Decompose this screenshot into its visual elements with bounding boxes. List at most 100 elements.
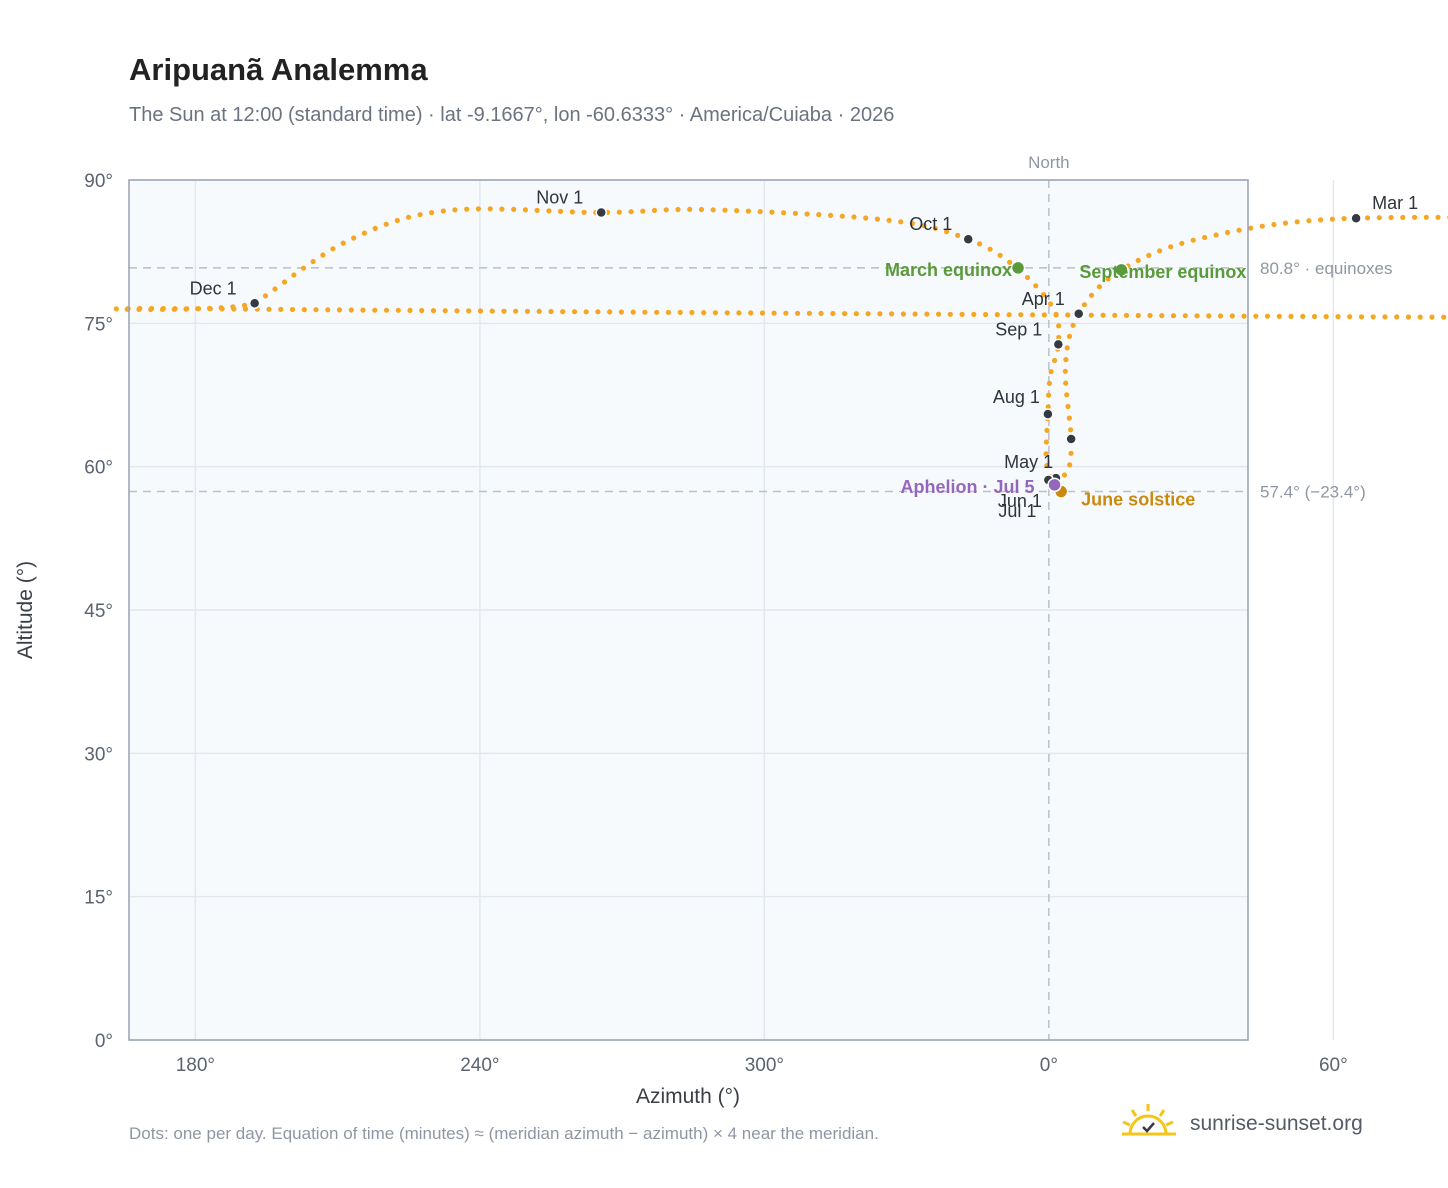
day-dot — [560, 309, 566, 315]
day-dot — [724, 310, 730, 316]
day-dot — [1135, 312, 1141, 319]
day-dot — [722, 207, 728, 213]
day-dot — [452, 207, 458, 213]
month-label: Oct 1 — [909, 214, 952, 234]
day-dot — [912, 311, 918, 317]
day-dot — [955, 232, 961, 238]
day-dot — [1253, 313, 1259, 319]
day-dot — [1053, 312, 1059, 318]
day-dot — [816, 212, 822, 218]
day-dot — [1225, 229, 1231, 236]
axes: 0°15°30°45°60°75°90°180°240°300°0°60°120… — [84, 171, 1347, 1076]
day-dot — [1064, 392, 1070, 398]
month-label: Jul 1 — [998, 501, 1036, 521]
day-dot — [511, 206, 517, 212]
day-dot — [1423, 214, 1429, 220]
day-dot — [687, 206, 693, 212]
x-axis-title: Azimuth (°) — [636, 1085, 740, 1108]
day-dot — [734, 208, 740, 214]
day-dot — [361, 230, 367, 236]
footnote: Dots: one per day. Equation of time (min… — [129, 1124, 879, 1143]
day-dot — [281, 279, 288, 285]
day-dot — [1088, 312, 1094, 318]
day-dot — [1435, 214, 1441, 220]
x-tick-label: 300° — [745, 1055, 784, 1076]
brand-logo[interactable]: sunrise-sunset.org — [1120, 1100, 1390, 1144]
day-dot — [932, 225, 938, 231]
day-dot — [406, 214, 412, 220]
day-dot — [944, 229, 950, 235]
event-marker — [1114, 262, 1129, 278]
day-dot — [1048, 301, 1054, 307]
day-dot — [266, 306, 272, 312]
day-dot — [1236, 227, 1242, 233]
day-dot — [300, 265, 307, 271]
day-dot — [372, 225, 378, 231]
day-dot — [1046, 392, 1052, 398]
day-dot — [1070, 322, 1076, 328]
day-dot — [1159, 313, 1165, 319]
day-dot — [1341, 216, 1347, 222]
day-dot — [1068, 450, 1074, 456]
event-label: June solstice — [1081, 490, 1195, 510]
day-dot — [987, 246, 993, 252]
event-label: September equinox — [1079, 262, 1246, 282]
reference-lines: 80.8° · equinoxes 57.4° (−23.4°) North — [129, 153, 1393, 1040]
day-dot — [348, 307, 354, 313]
day-dot — [464, 206, 470, 212]
day-dot — [372, 307, 378, 313]
day-dot — [442, 308, 448, 314]
month-marker — [1065, 433, 1077, 445]
day-dot — [320, 252, 326, 258]
day-dot — [1182, 313, 1188, 319]
day-dot — [289, 306, 296, 313]
day-dot — [313, 307, 319, 313]
day-dot — [301, 307, 307, 313]
day-dot — [1323, 314, 1329, 320]
day-dot — [1365, 215, 1371, 221]
day-dot — [440, 208, 446, 214]
day-dot — [1157, 248, 1163, 254]
day-dot — [383, 221, 389, 227]
day-dot — [1064, 345, 1070, 351]
month-label: Mar 1 — [1372, 193, 1418, 213]
day-dot — [454, 308, 460, 314]
day-dot — [863, 215, 869, 221]
day-dot — [759, 310, 766, 316]
day-dot — [1063, 380, 1069, 386]
day-dot — [113, 306, 119, 312]
day-dot — [1358, 314, 1365, 320]
day-dot — [1030, 312, 1036, 318]
day-dot — [1066, 415, 1072, 421]
day-dot — [395, 307, 401, 313]
day-dot — [1282, 220, 1289, 226]
day-dot — [1044, 427, 1050, 433]
day-dot — [1081, 302, 1087, 308]
day-dot — [1067, 462, 1073, 468]
analemma-path — [113, 206, 1448, 494]
day-dot — [1066, 333, 1073, 339]
day-dot — [196, 306, 202, 312]
month-label: Dec 1 — [190, 278, 237, 298]
day-dot — [1417, 314, 1423, 320]
reference-line-label: 80.8° · equinoxes — [1260, 259, 1393, 278]
day-dot — [1170, 313, 1177, 319]
day-dot — [1146, 252, 1152, 258]
day-dot — [628, 209, 634, 215]
day-dot — [219, 306, 225, 312]
day-dot — [149, 305, 155, 312]
day-dot — [977, 241, 983, 247]
day-dot — [1306, 218, 1312, 224]
day-dot — [383, 307, 390, 313]
day-dot — [924, 311, 930, 317]
day-dot — [1105, 276, 1111, 282]
day-dot — [1248, 225, 1254, 231]
day-dot — [607, 309, 613, 315]
day-dot — [231, 306, 237, 312]
day-dot — [665, 309, 672, 315]
day-dot — [1318, 217, 1324, 223]
north-label: North — [1028, 153, 1070, 172]
day-dot — [959, 311, 965, 317]
day-dot — [1264, 313, 1271, 319]
day-dot — [1088, 292, 1095, 298]
